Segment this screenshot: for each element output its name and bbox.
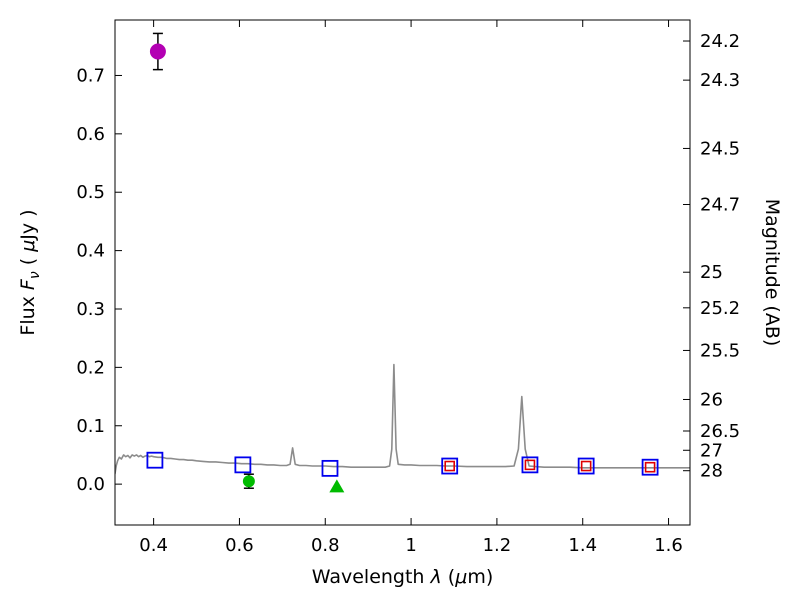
green-limit-triangle (329, 479, 345, 493)
model-photometry-squares (641, 458, 659, 476)
model-photometry-squares (441, 457, 459, 475)
x-axis-title: Wavelength λ (μm) (312, 566, 493, 588)
y-right-tick-label: 25.2 (700, 298, 740, 319)
observed-photometry-squares (444, 460, 456, 472)
y-left-tick-label: 0.6 (76, 124, 105, 145)
y-right-tick-label: 24.2 (700, 31, 740, 52)
x-tick-label: 0.4 (139, 535, 168, 556)
y-right-tick-label: 25.5 (700, 340, 740, 361)
x-tick-label: 0.6 (225, 535, 254, 556)
model-photometry-squares (521, 456, 539, 474)
y-left-tick-label: 0.4 (76, 241, 105, 262)
x-tick-label: 1.2 (483, 535, 512, 556)
y-right-tick-label: 24.5 (700, 138, 740, 159)
green-detection-point (242, 475, 255, 488)
model-spectrum (115, 363, 690, 475)
plot-area (115, 363, 690, 475)
observed-photometry-squares (524, 459, 536, 471)
y-left-tick-label: 0.0 (76, 474, 105, 495)
x-tick-label: 1.4 (568, 535, 597, 556)
y-left-tick-label: 0.7 (76, 65, 105, 86)
x-tick-label: 1 (405, 535, 416, 556)
model-photometry-squares (321, 459, 339, 477)
y-right-tick-label: 28 (700, 461, 723, 482)
observed-photometry-squares (644, 461, 656, 473)
model-photometry-squares (234, 456, 252, 474)
y-right-tick-label: 26 (700, 389, 723, 410)
model-photometry-squares (577, 457, 595, 475)
y-right-tick-label: 24.7 (700, 194, 740, 215)
y-right-tick-label: 27 (700, 440, 723, 461)
y-left-tick-label: 0.3 (76, 299, 105, 320)
y-left-tick-label: 0.5 (76, 182, 105, 203)
axis-tick-labels: 0.4 0.6 0.8 1 1.2 1.4 1.6 0.0 0.1 0.2 0.3 0.4 0.5 0.6… (76, 31, 740, 556)
y-axis-title-left: Flux Fν ( μJy ) (17, 209, 43, 335)
x-tick-label: 0.8 (311, 535, 340, 556)
axes-frame (114, 19, 691, 526)
magenta-detection-point (149, 43, 166, 60)
observed-photometry-squares (580, 460, 592, 472)
axis-ticks (115, 20, 690, 525)
y-right-tick-label: 25 (700, 262, 723, 283)
y-left-tick-label: 0.2 (76, 357, 105, 378)
y-left-tick-label: 0.1 (76, 416, 105, 437)
y-right-tick-label: 24.3 (700, 70, 740, 91)
model-photometry-squares (146, 451, 164, 469)
y-right-tick-label: 26.5 (700, 421, 740, 442)
x-tick-label: 1.6 (654, 535, 683, 556)
y-axis-title-right: Magnitude (AB) (761, 199, 783, 347)
